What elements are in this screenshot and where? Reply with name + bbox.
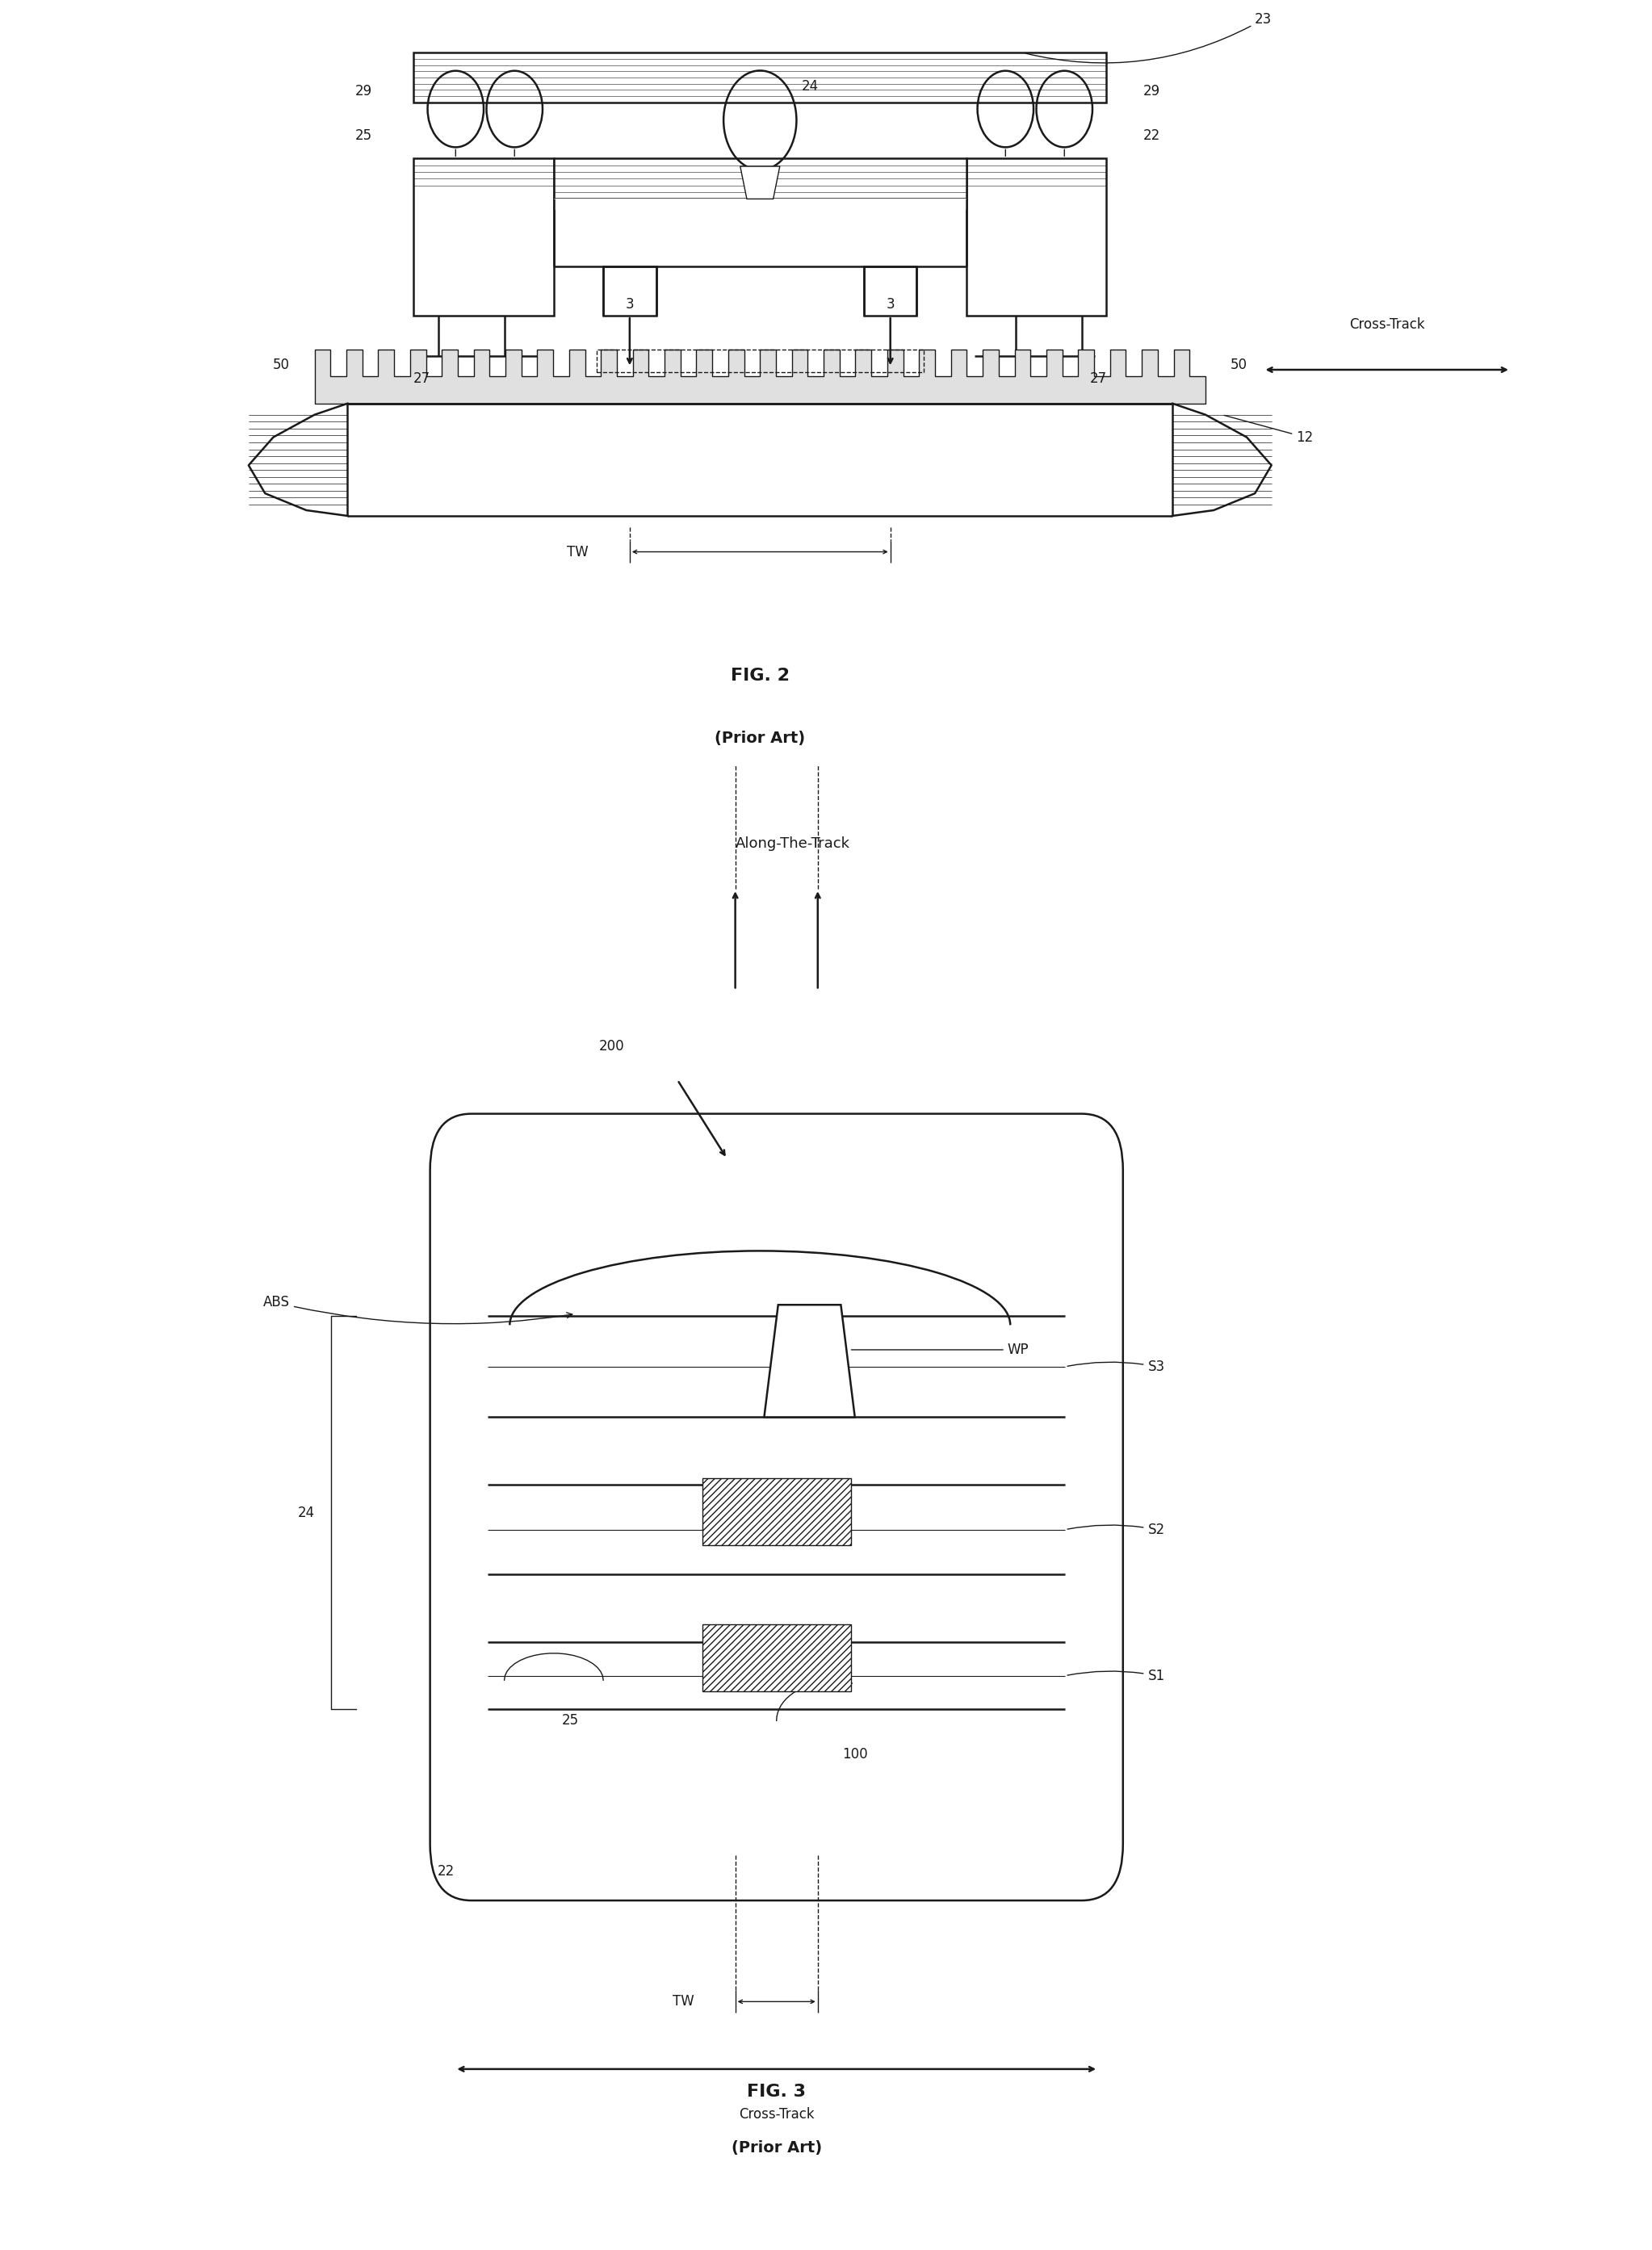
Text: Cross-Track: Cross-Track (738, 2106, 814, 2122)
Bar (413, 158, 553, 315)
Text: FIG. 2: FIG. 2 (730, 668, 790, 684)
Bar (596, 349, 923, 371)
Text: Along-The-Track: Along-The-Track (735, 837, 851, 850)
Polygon shape (314, 349, 1206, 403)
Text: 100: 100 (843, 1746, 867, 1762)
Text: 29: 29 (1143, 83, 1160, 99)
Bar (702, 1478, 851, 1546)
Polygon shape (740, 166, 780, 198)
Text: 12: 12 (1224, 416, 1313, 446)
Text: 23: 23 (1026, 11, 1272, 63)
Text: 29: 29 (355, 83, 372, 99)
Text: (Prior Art): (Prior Art) (715, 731, 805, 747)
Text: 27: 27 (1090, 371, 1107, 387)
Text: TW: TW (567, 544, 588, 558)
Bar (347, 403, 1173, 515)
Text: 200: 200 (598, 1040, 624, 1053)
Polygon shape (765, 1305, 854, 1418)
Bar (553, 158, 966, 198)
Text: 3: 3 (885, 297, 895, 313)
Text: (Prior Art): (Prior Art) (732, 2140, 821, 2156)
FancyBboxPatch shape (430, 1114, 1123, 1901)
Text: 25: 25 (562, 1714, 578, 1728)
Text: 3: 3 (626, 297, 634, 313)
Text: S2: S2 (1067, 1523, 1165, 1537)
Text: 50: 50 (273, 358, 289, 374)
Text: 22: 22 (438, 1863, 454, 1879)
Bar (702, 1624, 851, 1692)
Text: Cross-Track: Cross-Track (1350, 317, 1424, 333)
Text: 24: 24 (297, 1505, 314, 1521)
Text: S1: S1 (1067, 1670, 1165, 1683)
Text: 50: 50 (1231, 358, 1247, 374)
Text: ABS: ABS (263, 1296, 572, 1323)
Text: 25: 25 (355, 128, 372, 144)
Text: 24: 24 (801, 79, 818, 95)
Text: S3: S3 (1067, 1359, 1165, 1375)
Text: WP: WP (851, 1343, 1029, 1357)
Bar (864, 266, 917, 315)
Bar (413, 52, 1107, 101)
Bar (603, 266, 656, 315)
Text: 27: 27 (413, 371, 430, 387)
Text: FIG. 3: FIG. 3 (747, 2084, 806, 2099)
Bar (966, 158, 1107, 315)
Text: 22: 22 (1143, 128, 1160, 144)
Bar (553, 198, 966, 209)
Text: TW: TW (672, 1994, 694, 2009)
